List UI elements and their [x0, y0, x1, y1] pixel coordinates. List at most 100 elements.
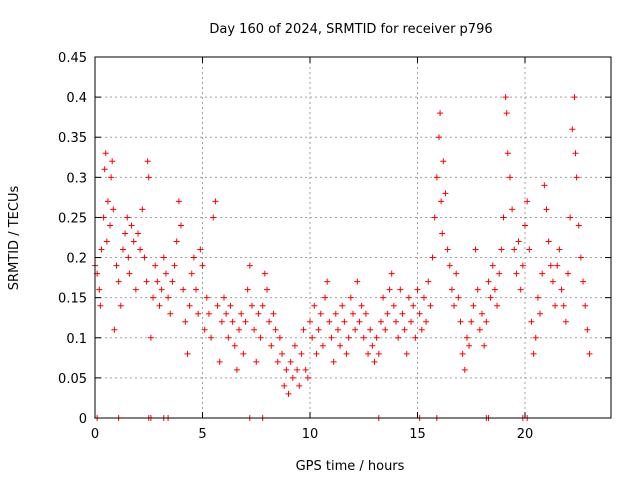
data-point	[324, 278, 331, 285]
data-point	[485, 278, 492, 285]
data-point	[225, 334, 232, 341]
y-tick-label: 0.35	[58, 131, 87, 146]
data-point	[567, 214, 574, 221]
data-point	[162, 270, 169, 277]
data-point	[420, 294, 427, 301]
data-point	[124, 214, 131, 221]
data-point	[560, 302, 567, 309]
data-point	[97, 302, 104, 309]
grid-lines	[95, 57, 611, 418]
data-point	[169, 278, 176, 285]
data-point	[500, 214, 507, 221]
data-point	[401, 326, 408, 333]
data-point	[524, 198, 531, 205]
data-point	[223, 310, 230, 317]
data-point	[311, 302, 318, 309]
data-point	[287, 358, 294, 365]
data-point	[216, 358, 223, 365]
data-point	[178, 222, 184, 229]
data-point	[440, 158, 447, 165]
data-point	[347, 294, 354, 301]
data-point	[313, 350, 320, 357]
data-point	[268, 342, 275, 349]
data-point	[150, 294, 157, 301]
data-point	[304, 374, 311, 381]
data-point	[208, 334, 215, 341]
data-point	[334, 326, 341, 333]
axis-ticks	[94, 56, 611, 419]
data-point	[257, 334, 264, 341]
data-point	[274, 358, 281, 365]
data-point	[386, 286, 393, 293]
data-point	[466, 342, 473, 349]
data-point	[362, 310, 369, 317]
data-point	[375, 350, 382, 357]
data-point	[188, 270, 195, 277]
data-point	[549, 278, 556, 285]
data-point	[240, 350, 247, 357]
data-point	[135, 230, 141, 237]
data-point	[494, 302, 501, 309]
data-point	[190, 254, 197, 261]
data-point	[504, 150, 511, 157]
data-point	[210, 214, 217, 221]
data-point	[384, 310, 391, 317]
data-point	[539, 270, 546, 277]
data-point	[584, 326, 591, 333]
data-point	[332, 310, 339, 317]
data-point	[511, 246, 518, 253]
data-point	[270, 310, 277, 317]
data-point	[414, 286, 421, 293]
data-point	[470, 302, 477, 309]
data-point	[345, 334, 352, 341]
data-point	[143, 278, 150, 285]
data-point	[513, 270, 520, 277]
data-point	[461, 366, 468, 373]
data-point	[115, 278, 122, 285]
data-point	[425, 278, 432, 285]
data-point	[144, 158, 151, 165]
data-point	[199, 262, 206, 269]
data-point	[246, 262, 253, 269]
data-point	[530, 350, 537, 357]
data-point	[337, 342, 344, 349]
y-axis-label: SRMTID / TECUs	[7, 186, 22, 291]
data-point	[173, 238, 180, 245]
chart-title: Day 160 of 2024, SRMTID for receiver p79…	[209, 22, 492, 37]
data-point	[380, 294, 387, 301]
data-point	[109, 158, 116, 165]
y-tick-label: 0.25	[58, 211, 87, 226]
data-point	[180, 286, 187, 293]
data-point	[197, 246, 204, 253]
x-tick-label: 10	[302, 427, 319, 442]
data-point	[532, 334, 539, 341]
data-point	[582, 302, 589, 309]
data-point	[537, 310, 544, 317]
data-point	[195, 310, 202, 317]
data-point	[442, 190, 449, 197]
data-point	[229, 318, 236, 325]
data-point	[128, 222, 135, 229]
data-point	[156, 302, 163, 309]
data-point	[577, 254, 584, 261]
data-point	[160, 254, 167, 261]
data-point	[298, 350, 305, 357]
data-point	[373, 334, 380, 341]
data-point	[371, 358, 378, 365]
data-point	[554, 262, 561, 269]
data-point	[586, 350, 593, 357]
data-point	[291, 342, 298, 349]
data-point	[294, 366, 301, 373]
data-point	[487, 294, 494, 301]
y-tick-label: 0.2	[66, 252, 87, 267]
data-point	[483, 318, 490, 325]
data-point	[227, 302, 234, 309]
data-point	[341, 318, 348, 325]
data-point	[481, 342, 488, 349]
data-point	[165, 294, 172, 301]
data-point	[377, 318, 384, 325]
data-point	[522, 222, 528, 229]
data-point	[322, 294, 329, 301]
data-point	[382, 326, 389, 333]
data-point	[405, 294, 412, 301]
